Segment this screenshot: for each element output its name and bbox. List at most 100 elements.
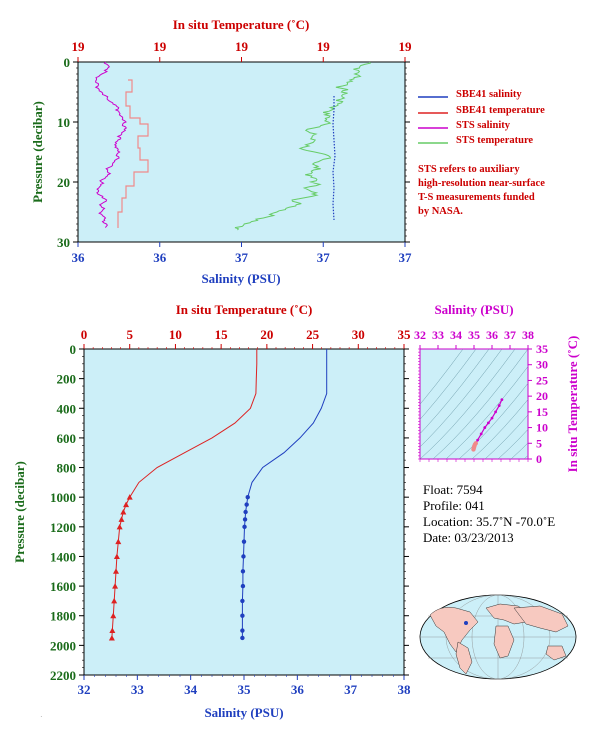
salinity-data-point xyxy=(241,554,246,559)
main-pressure-axis-title: Pressure (decibar) xyxy=(12,461,27,563)
temperature-data-point xyxy=(115,538,122,545)
top-temp-tick-label: 19 xyxy=(399,39,413,54)
density-contour xyxy=(432,349,528,459)
salinity-data-point xyxy=(243,509,248,515)
top-traces xyxy=(94,61,371,231)
main-pressure-tick-label: 2000 xyxy=(50,638,76,653)
top-temp-tick-label: 19 xyxy=(72,39,86,54)
salinity-data-point xyxy=(240,598,245,604)
ts-salinity-tick-label: 34 xyxy=(450,328,462,342)
density-contour xyxy=(484,414,528,459)
ts-point xyxy=(483,426,487,429)
legend-label-sts-temperature: STS temperature xyxy=(456,135,534,146)
ts-temp-axis-title: In situ Temperature (˚C) xyxy=(565,336,580,473)
ts-temp-tick-label: 35 xyxy=(536,342,548,356)
legend-label-sts-salinity: STS salinity xyxy=(456,120,510,131)
top-salinity-tick-label: 37 xyxy=(235,250,249,265)
main-temp-tick-label: 10 xyxy=(169,327,182,342)
temperature-data-point xyxy=(118,516,125,522)
main-salinity-tick-label: 36 xyxy=(291,682,305,697)
ts-salinity-tick-label: 33 xyxy=(432,328,444,342)
density-contour xyxy=(420,349,516,459)
sts-note-line: STS refers to auxiliary xyxy=(418,164,520,175)
top-pressure-tick-label: 0 xyxy=(64,55,71,70)
sts-temperature-trace xyxy=(234,61,371,231)
ts-salinity-axis-title: Salinity (PSU) xyxy=(434,302,513,317)
world-map xyxy=(419,594,577,680)
temperature-data-point xyxy=(113,568,119,574)
top-salinity-tick-label: 37 xyxy=(317,250,331,265)
main-pressure-tick-label: 1200 xyxy=(50,520,76,535)
temperature-data-point xyxy=(126,494,133,500)
salinity-data-point xyxy=(240,583,246,589)
sbe41-temperature-trace xyxy=(117,79,149,228)
salinity-data-point xyxy=(240,628,245,633)
main-temp-tick-label: 15 xyxy=(215,327,229,342)
main-temp-tick-label: 35 xyxy=(398,327,412,342)
main-salinity-ticks: 32 33 34 35 36 37 38 xyxy=(78,675,412,697)
main-salinity-tick-label: 38 xyxy=(398,682,412,697)
main-salinity-tick-label: 37 xyxy=(344,682,358,697)
main-pressure-tick-label: 200 xyxy=(57,372,77,387)
density-contour xyxy=(497,429,528,459)
main-temp-tick-label: 25 xyxy=(306,327,320,342)
top-temp-tick-label: 19 xyxy=(317,39,331,54)
ts-point xyxy=(479,432,483,436)
ts-temp-tick-label: 5 xyxy=(536,436,542,450)
top-pressure-tick-label: 30 xyxy=(57,235,70,250)
salinity-data-point xyxy=(240,613,245,618)
main-temp-tick-label: 20 xyxy=(260,327,273,342)
main-panel: In situ Temperature (˚C) 0 5 10 15 20 25 30 35 … xyxy=(12,302,411,720)
main-temp-axis-title: In situ Temperature (˚C) xyxy=(176,302,313,317)
top-salinity-ticks: 36 36 37 37 37 xyxy=(72,242,413,265)
ts-temp-tick-label: 0 xyxy=(536,452,542,466)
ts-point xyxy=(487,421,490,425)
main-pressure-tick-label: 600 xyxy=(57,431,77,446)
main-pressure-tick-label: 400 xyxy=(57,401,77,416)
top-salinity-tick-label: 37 xyxy=(399,250,413,265)
temperature-data-point xyxy=(113,553,120,559)
sts-note-line: by NASA. xyxy=(418,206,463,217)
date: Date: 03/23/2013 xyxy=(423,530,514,545)
main-pressure-tick-label: 1000 xyxy=(50,490,76,505)
ts-density-contours xyxy=(420,349,528,459)
ts-point xyxy=(490,416,494,420)
ts-salinity-tick-label: 32 xyxy=(414,328,426,342)
main-pressure-ticks: 0 200 400 600 800 1000 1200 1400 1600 1800 2000 220… xyxy=(50,342,409,683)
top-pressure-tick-label: 10 xyxy=(57,115,70,130)
top-temp-axis-title: In situ Temperature (˚C) xyxy=(173,17,310,32)
ts-salinity-tick-label: 37 xyxy=(504,328,516,342)
top-panel: In situ Temperature (˚C) 19 19 19 19 19 36 36… xyxy=(30,17,412,286)
main-pressure-tick-label: 2200 xyxy=(50,668,76,683)
ts-point xyxy=(494,410,497,414)
temperature-data-point xyxy=(112,583,119,589)
top-legend xyxy=(418,96,448,144)
ts-temp-tick-label: 20 xyxy=(536,389,548,403)
map-continents xyxy=(429,603,569,675)
top-salinity-axis-title: Salinity (PSU) xyxy=(201,271,280,286)
salinity-data-point xyxy=(245,494,250,500)
ts-point xyxy=(473,441,478,446)
ts-panel: Salinity (PSU) 32 33 34 35 36 37 38 0 510 15 20 25… xyxy=(414,302,580,473)
main-salinity-tick-label: 35 xyxy=(238,682,252,697)
ts-point xyxy=(476,438,479,442)
top-temp-ticks: 19 19 19 19 19 xyxy=(72,39,413,62)
density-contour xyxy=(420,349,503,448)
ts-salinity-tick-label: 35 xyxy=(468,328,480,342)
main-pressure-tick-label: 1400 xyxy=(50,549,76,564)
main-temp-tick-label: 0 xyxy=(81,327,88,342)
density-contour xyxy=(471,399,528,459)
main-pressure-tick-label: 0 xyxy=(70,342,77,357)
density-contour xyxy=(510,442,528,459)
sts-note-line: T-S measurements funded xyxy=(418,192,535,203)
density-contour xyxy=(420,349,490,435)
sbe41-salinity-trace xyxy=(332,96,336,221)
salinity-data-point xyxy=(242,524,247,530)
temperature-data-point xyxy=(108,634,115,641)
temperature-data-point xyxy=(120,509,127,515)
main-salinity-tick-label: 34 xyxy=(184,682,198,697)
main-temp-tick-label: 30 xyxy=(352,327,365,342)
top-pressure-tick-label: 20 xyxy=(57,175,70,190)
top-pressure-ticks: 0 10 20 30 xyxy=(57,55,410,250)
